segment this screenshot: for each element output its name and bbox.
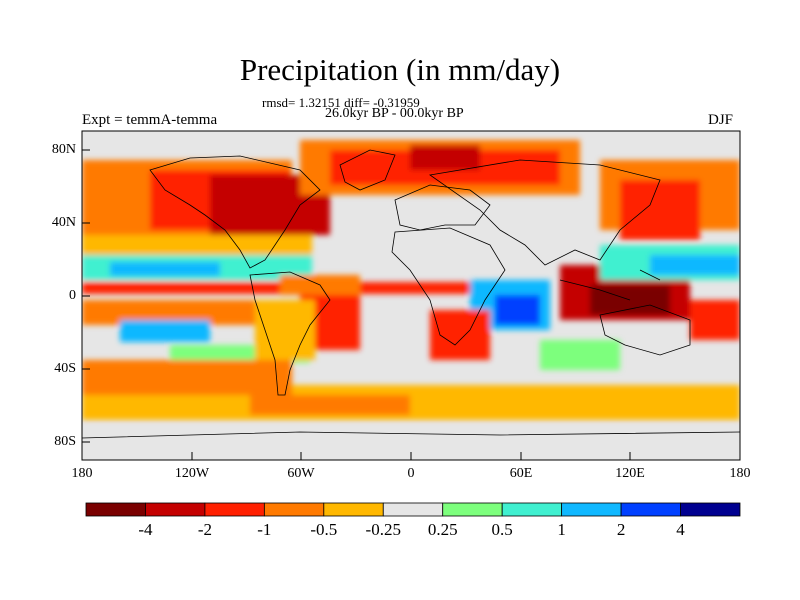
colorbar-swatch xyxy=(501,502,563,517)
y-tick-label: 40S xyxy=(54,361,76,376)
colorbar-label: -0.5 xyxy=(310,520,338,539)
colorbar-swatch xyxy=(680,502,741,517)
axis-ticks xyxy=(81,149,741,460)
precip-anomaly-field xyxy=(82,131,740,460)
x-tick-label: 0 xyxy=(407,466,415,481)
colorbar-label: 0.5 xyxy=(491,520,513,539)
colorbar-swatch xyxy=(204,502,265,517)
y-tick-label: 0 xyxy=(69,288,76,303)
experiment-label: Expt = temmA-temma xyxy=(82,112,218,128)
colorbar-label: -4 xyxy=(138,520,153,539)
y-tick-label: 80S xyxy=(54,434,76,449)
x-tick-label: 120W xyxy=(174,466,210,481)
colorbar-swatch xyxy=(145,502,206,517)
colorbar-swatch xyxy=(442,502,503,517)
colorbar-label: 2 xyxy=(616,520,626,539)
plot-title: Precipitation (in mm/day) xyxy=(239,52,561,87)
colorbar-swatch xyxy=(263,502,325,517)
stats-line: rmsd= 1.32151 diff= -0.31959 xyxy=(262,95,420,110)
colorbar xyxy=(85,502,741,517)
colorbar-label: -0.25 xyxy=(365,520,401,539)
season-label: DJF xyxy=(708,112,734,128)
colorbar-label: 4 xyxy=(676,520,685,539)
colorbar-swatch xyxy=(561,502,622,517)
y-tick-label: 40N xyxy=(51,215,76,230)
colorbar-label: 1 xyxy=(557,520,566,539)
y-tick-label: 80N xyxy=(51,142,76,157)
x-tick-label: 120E xyxy=(615,466,645,481)
colorbar-swatch xyxy=(620,502,681,517)
x-tick-label: 60E xyxy=(509,466,533,481)
x-tick-label: 180 xyxy=(729,466,751,481)
colorbar-label: 0.25 xyxy=(427,520,458,539)
colorbar-swatch xyxy=(382,502,444,517)
x-tick-label: 180 xyxy=(71,466,93,481)
coastlines xyxy=(82,149,740,439)
x-tick-label: 60W xyxy=(287,466,315,481)
colorbar-label: -1 xyxy=(257,520,272,539)
period-label: 26.0kyr BP - 00.0kyr BP xyxy=(325,106,464,121)
colorbar-label: -2 xyxy=(197,520,212,539)
colorbar-swatch xyxy=(85,502,146,517)
colorbar-swatch xyxy=(323,502,384,517)
